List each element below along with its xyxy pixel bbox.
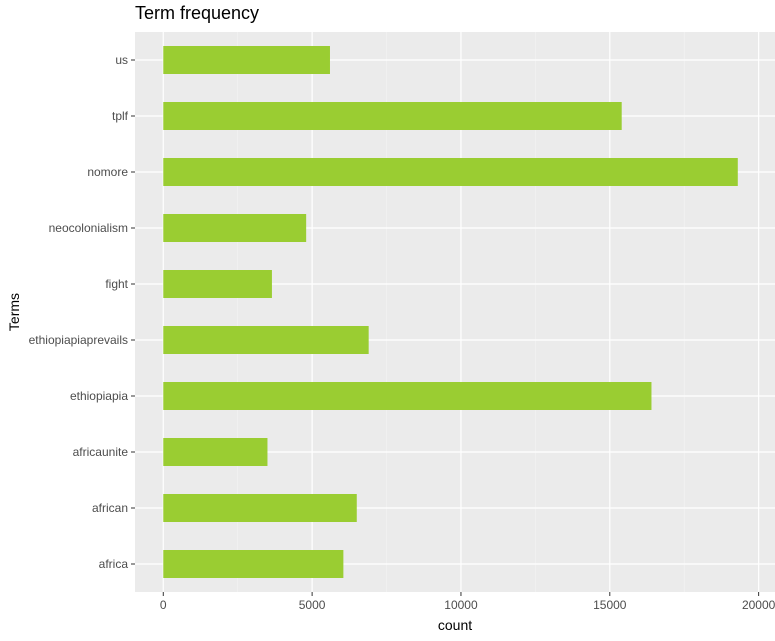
x-tick-label: 0 [160, 598, 167, 612]
y-axis: africa african africaunite ethiopiapia ethio… [29, 53, 135, 571]
bar-tplf [163, 102, 622, 130]
y-tick-label: tplf [112, 109, 129, 123]
bar-africaunite [163, 438, 268, 466]
bar-us [163, 46, 330, 74]
bar-neocolonialism [163, 214, 307, 242]
y-tick-label: ethiopiapiaprevails [29, 333, 128, 347]
x-axis: 0 5000 10000 15000 20000 [160, 592, 775, 612]
bar-ethiopiapiaprevails [163, 326, 369, 354]
y-axis-title: Terms [6, 293, 22, 331]
bar-nomore [163, 158, 738, 186]
y-tick-label: africa [99, 557, 129, 571]
y-tick-label: fight [105, 277, 128, 291]
y-tick-label: african [92, 501, 128, 515]
y-tick-label: ethiopiapia [70, 389, 128, 403]
bar-africa [163, 550, 344, 578]
bars [163, 46, 738, 578]
chart-title: Term frequency [135, 3, 260, 23]
y-tick-label: africaunite [73, 445, 129, 459]
x-tick-label: 20000 [742, 598, 775, 612]
x-tick-label: 15000 [593, 598, 627, 612]
bar-fight [163, 270, 272, 298]
x-tick-label: 5000 [299, 598, 326, 612]
bar-african [163, 494, 357, 522]
y-tick-label: nomore [87, 165, 128, 179]
x-tick-label: 10000 [444, 598, 478, 612]
bar-ethiopiapia [163, 382, 652, 410]
y-tick-label: neocolonialism [49, 221, 128, 235]
x-axis-title: count [438, 617, 472, 633]
y-tick-label: us [115, 53, 128, 67]
